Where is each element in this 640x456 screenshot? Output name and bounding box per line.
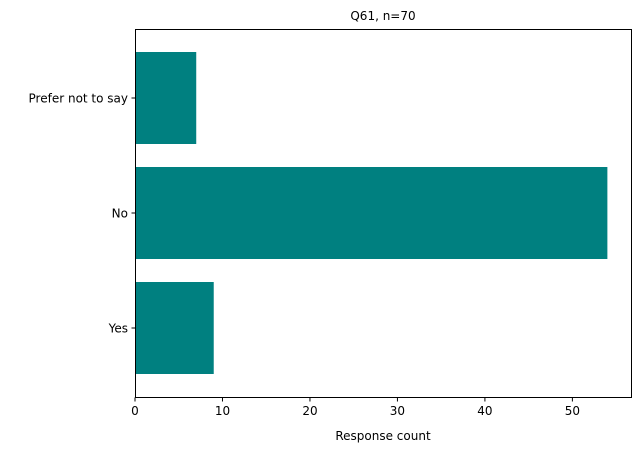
x-tick-label: 30 — [390, 404, 405, 418]
chart-title: Q61, n=70 — [350, 9, 415, 23]
bar-yes — [135, 282, 214, 374]
x-axis-label: Response count — [335, 429, 431, 443]
bar-prefer-not-to-say — [135, 52, 197, 144]
x-tick-label: 50 — [565, 404, 580, 418]
y-tick-label: No — [112, 207, 128, 221]
y-tick-label: Yes — [108, 322, 128, 336]
x-tick-label: 20 — [302, 404, 317, 418]
bar-no — [135, 167, 608, 259]
x-tick-label: 0 — [131, 404, 139, 418]
y-tick-label: Prefer not to say — [29, 92, 128, 106]
y-axis-ticks: Prefer not to say No Yes — [29, 92, 136, 336]
x-tick-label: 40 — [477, 404, 492, 418]
x-axis-ticks: 0 10 20 30 40 50 — [131, 397, 580, 418]
bars-layer — [135, 52, 608, 374]
x-tick-label: 10 — [215, 404, 230, 418]
